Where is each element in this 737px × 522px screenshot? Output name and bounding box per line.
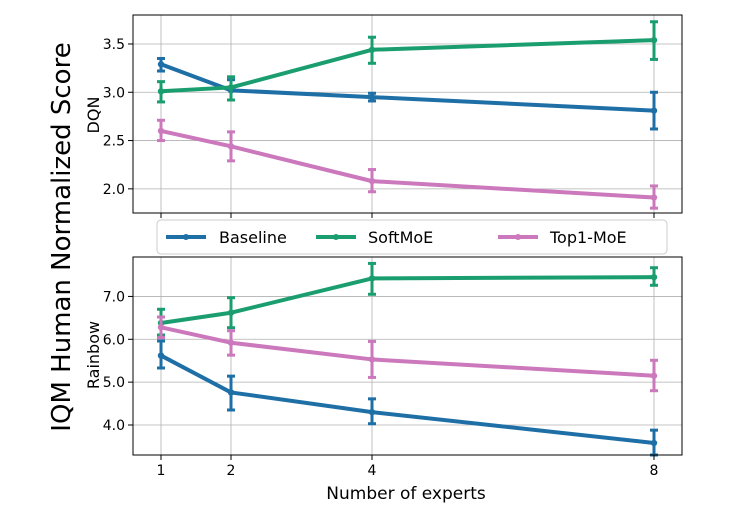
line-dqn-baseline <box>159 62 656 113</box>
x-tick-label-2: 2 <box>227 463 236 479</box>
series-dqn-baseline <box>157 56 658 131</box>
legend-marker-softmoe <box>333 234 339 240</box>
axes-layer: 2.0 2.5 3.0 3.5 1 2 4 8 4.0 5.0 6.0 7.0 <box>103 14 683 479</box>
series-rainbow-baseline <box>157 339 658 457</box>
legend-label-baseline: Baseline <box>219 228 287 247</box>
point-rainbow-baseline-1 <box>157 352 165 359</box>
y-tick-label-dqn-2: 3.0 <box>103 85 125 101</box>
point-rainbow-softmoe-2 <box>227 309 235 316</box>
point-dqn-top1-moe-2 <box>227 143 235 150</box>
y-tick-label-rainbow-1: 5.0 <box>103 375 125 391</box>
plot-frame-rainbow <box>132 256 683 456</box>
point-rainbow-top1-moe-8 <box>650 372 658 379</box>
legend-label-softmoe: SoftMoE <box>368 228 433 247</box>
subplot-label-top: DQN <box>84 97 103 134</box>
line-dqn-top1-moe <box>159 128 656 200</box>
series-rainbow-softmoe <box>157 261 658 337</box>
point-rainbow-top1-moe-1 <box>157 324 165 331</box>
y-tick-label-dqn-3: 3.5 <box>103 37 125 53</box>
point-dqn-softmoe-1 <box>157 88 165 95</box>
point-rainbow-baseline-2 <box>227 389 235 396</box>
x-axis-label: Number of experts <box>326 484 486 504</box>
x-tick-label-4: 4 <box>368 463 377 479</box>
point-dqn-baseline-1 <box>157 61 165 68</box>
legend-frame <box>156 219 668 255</box>
y-tick-label-rainbow-0: 4.0 <box>103 418 125 434</box>
point-dqn-softmoe-2 <box>227 84 235 91</box>
point-rainbow-softmoe-8 <box>650 273 658 281</box>
legend-label-top1-moe: Top1-MoE <box>549 228 627 247</box>
point-rainbow-top1-moe-2 <box>227 339 235 346</box>
plot-frame-dqn <box>132 14 683 214</box>
legend-item-softmoe: SoftMoE <box>316 228 433 247</box>
series-rainbow-top1-moe <box>157 315 658 393</box>
line-dqn-softmoe <box>159 38 656 94</box>
y-tick-label-rainbow-3: 7.0 <box>103 289 125 305</box>
line-rainbow-softmoe <box>159 275 656 325</box>
y-tick-label-dqn-1: 2.5 <box>103 134 125 150</box>
x-tick-label-8: 8 <box>650 463 659 479</box>
point-rainbow-softmoe-4 <box>368 275 376 282</box>
series-layer <box>157 20 658 457</box>
point-dqn-top1-moe-4 <box>368 177 376 185</box>
legend-item-baseline: Baseline <box>166 228 287 247</box>
point-dqn-baseline-4 <box>368 93 376 101</box>
series-dqn-softmoe <box>157 20 658 104</box>
legend-marker-baseline <box>183 234 189 240</box>
point-dqn-top1-moe-8 <box>650 194 658 201</box>
y-tick-label-dqn-0: 2.0 <box>103 182 125 198</box>
point-rainbow-baseline-4 <box>368 408 376 416</box>
subplot-label-bottom: Rainbow <box>84 321 103 389</box>
point-dqn-softmoe-8 <box>650 36 658 44</box>
figure-y-axis-label: IQM Human Normalized Score <box>47 42 77 431</box>
x-tick-label-1: 1 <box>157 463 166 479</box>
legend-item-top1-moe: Top1-MoE <box>498 228 627 247</box>
point-dqn-baseline-8 <box>650 107 658 114</box>
legend: Baseline SoftMoE Top1-MoE <box>156 219 668 255</box>
line-rainbow-top1-moe <box>159 325 656 378</box>
y-tick-label-rainbow-2: 6.0 <box>103 332 125 348</box>
point-dqn-top1-moe-1 <box>157 127 165 135</box>
point-dqn-softmoe-4 <box>368 46 376 53</box>
point-rainbow-baseline-8 <box>650 439 658 447</box>
series-dqn-top1-moe <box>157 118 658 210</box>
line-rainbow-baseline <box>159 353 656 445</box>
point-rainbow-top1-moe-4 <box>368 356 376 363</box>
legend-marker-top1-moe <box>515 234 521 240</box>
